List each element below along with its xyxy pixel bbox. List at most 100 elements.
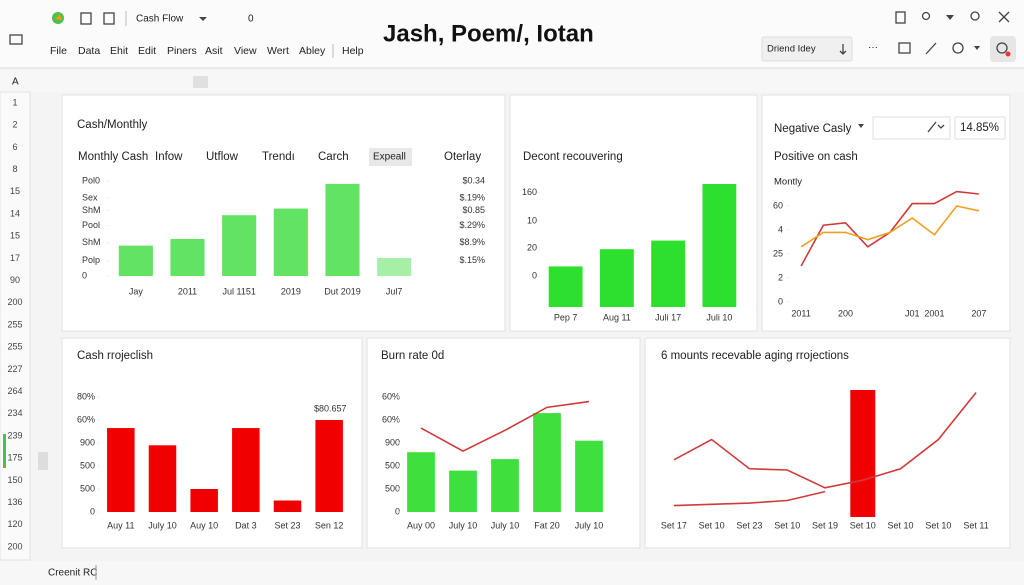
row-number: 15 bbox=[10, 231, 20, 241]
row-number: 120 bbox=[7, 519, 22, 529]
more-icon[interactable]: ⋯ bbox=[868, 43, 878, 54]
row-number: 234 bbox=[7, 408, 22, 418]
y-tick-label: 80% bbox=[77, 391, 95, 401]
icon[interactable] bbox=[921, 11, 931, 21]
stat: 14.85% bbox=[960, 122, 999, 134]
input-icon[interactable] bbox=[927, 121, 945, 133]
bar bbox=[315, 420, 343, 512]
annotation: $0.34 bbox=[462, 175, 485, 185]
icon[interactable] bbox=[898, 42, 911, 54]
tab[interactable]: Expeall bbox=[373, 152, 406, 163]
row-number: 136 bbox=[7, 497, 22, 507]
x-tick-label: Jul7 bbox=[386, 286, 403, 296]
close-icon[interactable] bbox=[998, 11, 1010, 23]
y-tick-label: ShM bbox=[82, 237, 101, 247]
menu-item[interactable]: Asit bbox=[205, 45, 223, 57]
x-tick-label: Auy 10 bbox=[190, 520, 218, 530]
tab-highlight bbox=[369, 148, 412, 166]
x-tick-label: Fat 20 bbox=[534, 520, 560, 530]
menu-item[interactable]: Edit bbox=[138, 45, 156, 57]
x-tick-label: Aug 11 bbox=[603, 312, 631, 322]
icon[interactable] bbox=[895, 11, 906, 24]
icon[interactable] bbox=[946, 15, 954, 20]
row-number: 17 bbox=[10, 253, 20, 263]
annotation: $0.85 bbox=[462, 205, 485, 215]
dropdown-arrow[interactable] bbox=[199, 17, 207, 21]
heading: Jash, Poem/, Iotan bbox=[383, 20, 594, 47]
input[interactable] bbox=[872, 116, 951, 140]
search-icon[interactable] bbox=[970, 11, 980, 21]
sort-icon[interactable] bbox=[839, 44, 847, 55]
menu-item[interactable]: Piners bbox=[167, 45, 197, 57]
bar bbox=[118, 245, 153, 276]
annotation: $.15% bbox=[459, 255, 485, 265]
column-label: A bbox=[12, 77, 19, 88]
sidebar-icon[interactable] bbox=[9, 34, 23, 45]
icon[interactable] bbox=[952, 42, 964, 54]
x-tick-label: Auy 11 bbox=[107, 520, 134, 530]
y-tick-label: 500 bbox=[385, 460, 400, 470]
x-tick-label: Set 17 bbox=[661, 520, 687, 530]
tab[interactable]: Oterlay bbox=[444, 151, 481, 163]
x-tick-label: 2019 bbox=[281, 286, 301, 296]
row-number: 264 bbox=[7, 386, 22, 396]
account-button[interactable] bbox=[990, 36, 1016, 62]
status-text: Creenit RC bbox=[48, 568, 97, 579]
menu-item[interactable]: Data bbox=[78, 45, 100, 57]
filter-icon[interactable] bbox=[858, 124, 864, 128]
file-name[interactable]: Cash Flow bbox=[136, 14, 184, 25]
row-number: 90 bbox=[10, 275, 20, 285]
menu-item[interactable]: Abley bbox=[299, 45, 326, 57]
menu-item[interactable]: Ehit bbox=[110, 45, 128, 57]
toolbar bbox=[0, 0, 1024, 68]
bar bbox=[651, 240, 686, 307]
row-selection bbox=[3, 434, 6, 468]
bar bbox=[533, 413, 561, 512]
panel bbox=[644, 337, 1011, 549]
tab[interactable]: Utflow bbox=[206, 151, 239, 163]
doc-icon[interactable] bbox=[80, 12, 92, 25]
tab[interactable]: Trendı bbox=[262, 151, 295, 163]
save-icon[interactable] bbox=[103, 12, 115, 25]
x-tick-label: Jay bbox=[129, 286, 144, 296]
chart-title: 6 mounts recevable aging rrojections bbox=[661, 350, 849, 362]
tab[interactable]: Infow bbox=[155, 151, 183, 163]
y-tick-label: Polp bbox=[82, 255, 100, 265]
tab[interactable]: Carch bbox=[318, 151, 349, 163]
status-bar bbox=[0, 561, 1024, 585]
x-tick-label: Set 10 bbox=[774, 520, 800, 530]
icon[interactable] bbox=[974, 46, 980, 50]
x-tick-label: 200 bbox=[838, 308, 853, 318]
icon[interactable] bbox=[925, 42, 937, 55]
line bbox=[800, 205, 980, 248]
y-tick-label: ShM bbox=[82, 205, 101, 215]
scroll-handle[interactable] bbox=[38, 452, 48, 470]
y-tick-label: 0 bbox=[395, 506, 400, 516]
bar bbox=[222, 215, 257, 276]
bar bbox=[702, 184, 737, 307]
tab[interactable]: Monthly Cash bbox=[78, 151, 148, 163]
y-tick-label: 20 bbox=[527, 242, 537, 252]
badge bbox=[1005, 51, 1011, 57]
x-tick-label: Set 19 bbox=[812, 520, 838, 530]
y-axis-label: Montly bbox=[774, 177, 802, 188]
search-box[interactable] bbox=[761, 36, 853, 62]
menu-item[interactable]: Wert bbox=[267, 45, 289, 57]
y-tick-label: Sex bbox=[82, 192, 98, 202]
account-icon[interactable] bbox=[996, 42, 1008, 54]
menu-item[interactable]: File bbox=[50, 45, 67, 57]
row-header bbox=[0, 91, 31, 561]
column-header bbox=[0, 70, 1024, 92]
x-tick-label: Jul 1151 bbox=[222, 286, 255, 296]
x-tick-label: 2011 bbox=[791, 308, 810, 318]
x-tick-label: Juli 17 bbox=[655, 312, 681, 322]
menu-item[interactable]: View bbox=[234, 45, 257, 57]
bar bbox=[850, 390, 876, 517]
row-number: 227 bbox=[7, 364, 22, 374]
row-number: 8 bbox=[12, 164, 17, 174]
menu-item[interactable]: Help bbox=[342, 45, 364, 57]
row-number: 200 bbox=[7, 297, 22, 307]
search-text[interactable]: Driend Idey bbox=[767, 44, 816, 55]
y-tick-label: Pool bbox=[82, 220, 100, 230]
